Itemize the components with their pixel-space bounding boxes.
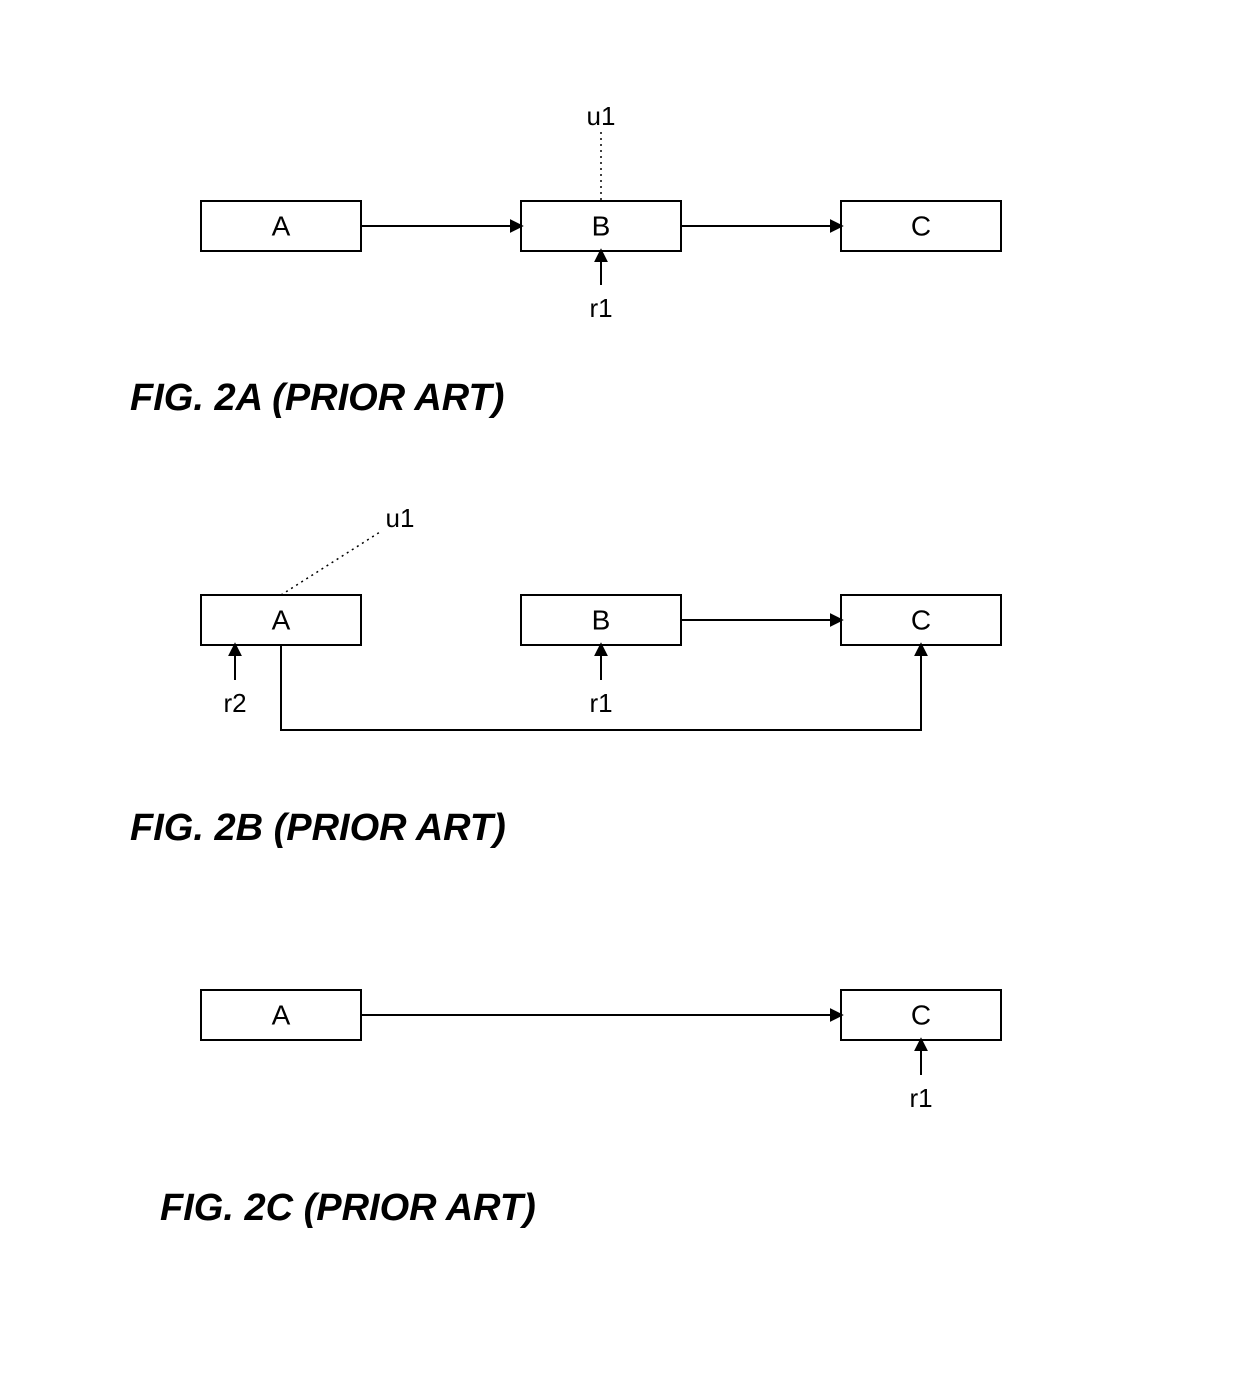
fig2b-u1-label: u1 xyxy=(386,503,415,533)
fig2c-node-a-label: A xyxy=(272,999,291,1030)
fig2c-r1-label: r1 xyxy=(909,1083,932,1113)
fig2b-r1-label: r1 xyxy=(589,688,612,718)
fig2b-r2-label: r2 xyxy=(223,688,246,718)
fig2a-node-c-label: C xyxy=(911,210,931,241)
fig2b-u1-leader xyxy=(281,532,380,595)
fig2b-node-b-label: B xyxy=(592,604,611,635)
fig2a-node-a-label: A xyxy=(272,210,291,241)
fig2a-u1-label: u1 xyxy=(587,101,616,131)
fig2b-node-c-label: C xyxy=(911,604,931,635)
fig2c-node-c-label: C xyxy=(911,999,931,1030)
fig2a-r1-label: r1 xyxy=(589,293,612,323)
fig2a-node-b-label: B xyxy=(592,210,611,241)
fig2b-node-a-label: A xyxy=(272,604,291,635)
fig2b-caption: FIG. 2B (PRIOR ART) xyxy=(130,807,506,849)
fig2a-caption: FIG. 2A (PRIOR ART) xyxy=(130,377,504,419)
fig2c-caption: FIG. 2C (PRIOR ART) xyxy=(160,1187,536,1229)
